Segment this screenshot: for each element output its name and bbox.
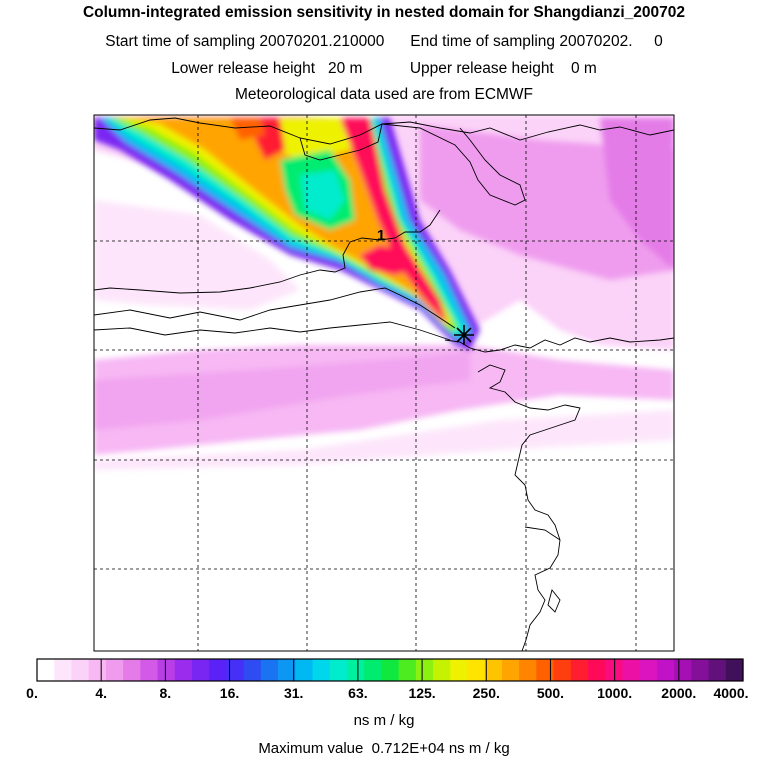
trajectory-marker-label: 1 — [377, 227, 385, 244]
colorbar-swatch — [174, 659, 193, 681]
colorbar-swatch — [329, 659, 348, 681]
colorbar-tick-label: 250. — [472, 685, 500, 701]
colorbar-tick-label: 1000. — [597, 685, 633, 701]
colorbar-swatch — [501, 659, 520, 681]
colorbar-tick-label: 2000. — [661, 685, 697, 701]
colorbar-units: ns m / kg — [353, 712, 415, 729]
release-height-line: Lower release height 20 m Upper release … — [0, 60, 768, 78]
map-gridlines — [94, 115, 674, 651]
colorbar-swatch — [157, 659, 176, 681]
colorbar-tick-label: 63. — [348, 685, 368, 701]
colorbar-swatch — [88, 659, 107, 681]
coastlines-borders — [94, 117, 674, 651]
colorbar-swatch — [656, 659, 675, 681]
colorbar-swatch — [226, 659, 245, 681]
colorbar-swatch — [312, 659, 331, 681]
maximum-value: Maximum value 0.712E+04 ns m / kg — [258, 740, 510, 757]
colorbar-swatch — [278, 659, 296, 681]
colorbar-swatch — [674, 659, 692, 681]
colorbar-tick-label: 4000. — [713, 685, 749, 701]
sampling-time-line: Start time of sampling 20070201.210000 E… — [0, 33, 768, 51]
colorbar-swatch — [588, 659, 606, 681]
colorbar-swatch — [295, 659, 314, 681]
colorbar-swatch — [243, 659, 262, 681]
colorbar-swatch — [450, 659, 469, 681]
page-title: Column-integrated emission sensitivity i… — [82, 4, 686, 21]
colorbar-swatch — [553, 659, 572, 681]
colorbar-swatch — [381, 659, 400, 681]
colorbar-tick-label: 16. — [219, 685, 240, 701]
colorbar-swatch — [71, 659, 90, 681]
colorbar-swatch — [639, 659, 658, 681]
upper-release-height: Upper release height 0 m — [409, 60, 597, 77]
colorbar-swatch — [54, 659, 73, 681]
colorbar-swatch — [123, 659, 141, 681]
colorbar-swatch — [398, 659, 417, 681]
colorbar-swatch — [105, 659, 124, 681]
colorbar-swatch — [415, 659, 434, 681]
colorbar-swatch — [570, 659, 589, 681]
colorbar-swatch — [725, 659, 744, 681]
colorbar-tick-label: 125. — [408, 685, 436, 701]
sensitivity-plume — [94, 118, 480, 350]
map-frame — [93, 114, 675, 652]
colorbar-swatch — [691, 659, 710, 681]
colorbar-swatch — [536, 659, 555, 681]
colorbar-swatch — [260, 659, 279, 681]
colorbar-tick-label: 4. — [95, 685, 108, 701]
colorbar-swatch — [484, 659, 503, 681]
colorbar-swatch — [467, 659, 486, 681]
colorbar-swatch — [209, 659, 228, 681]
colorbar-tick-label: 8. — [159, 685, 172, 701]
start-time: Start time of sampling 20070201.210000 — [105, 33, 385, 50]
colorbar-swatch — [433, 659, 451, 681]
colorbar — [37, 659, 744, 681]
colorbar-tick-label: 500. — [536, 685, 565, 701]
met-data-source: Meteorological data used are from ECMWF — [234, 86, 534, 103]
colorbar-swatch — [364, 659, 382, 681]
colorbar-swatch — [140, 659, 159, 681]
colorbar-swatch — [622, 659, 641, 681]
colorbar-swatch — [708, 659, 727, 681]
colorbar-swatch — [519, 659, 537, 681]
receptor-star-icon — [454, 325, 474, 345]
colorbar-swatch — [37, 659, 55, 681]
colorbar-frame — [36, 658, 744, 682]
end-time: End time of sampling 20070202. 0 — [410, 33, 663, 50]
lower-release-height: Lower release height 20 m — [171, 60, 363, 77]
colorbar-swatch — [346, 659, 365, 681]
colorbar-tick-label: 31. — [283, 685, 304, 701]
colorbar-swatch — [191, 659, 210, 681]
colorbar-tick-label: 0. — [26, 685, 38, 701]
map-field: 1 — [94, 115, 674, 651]
